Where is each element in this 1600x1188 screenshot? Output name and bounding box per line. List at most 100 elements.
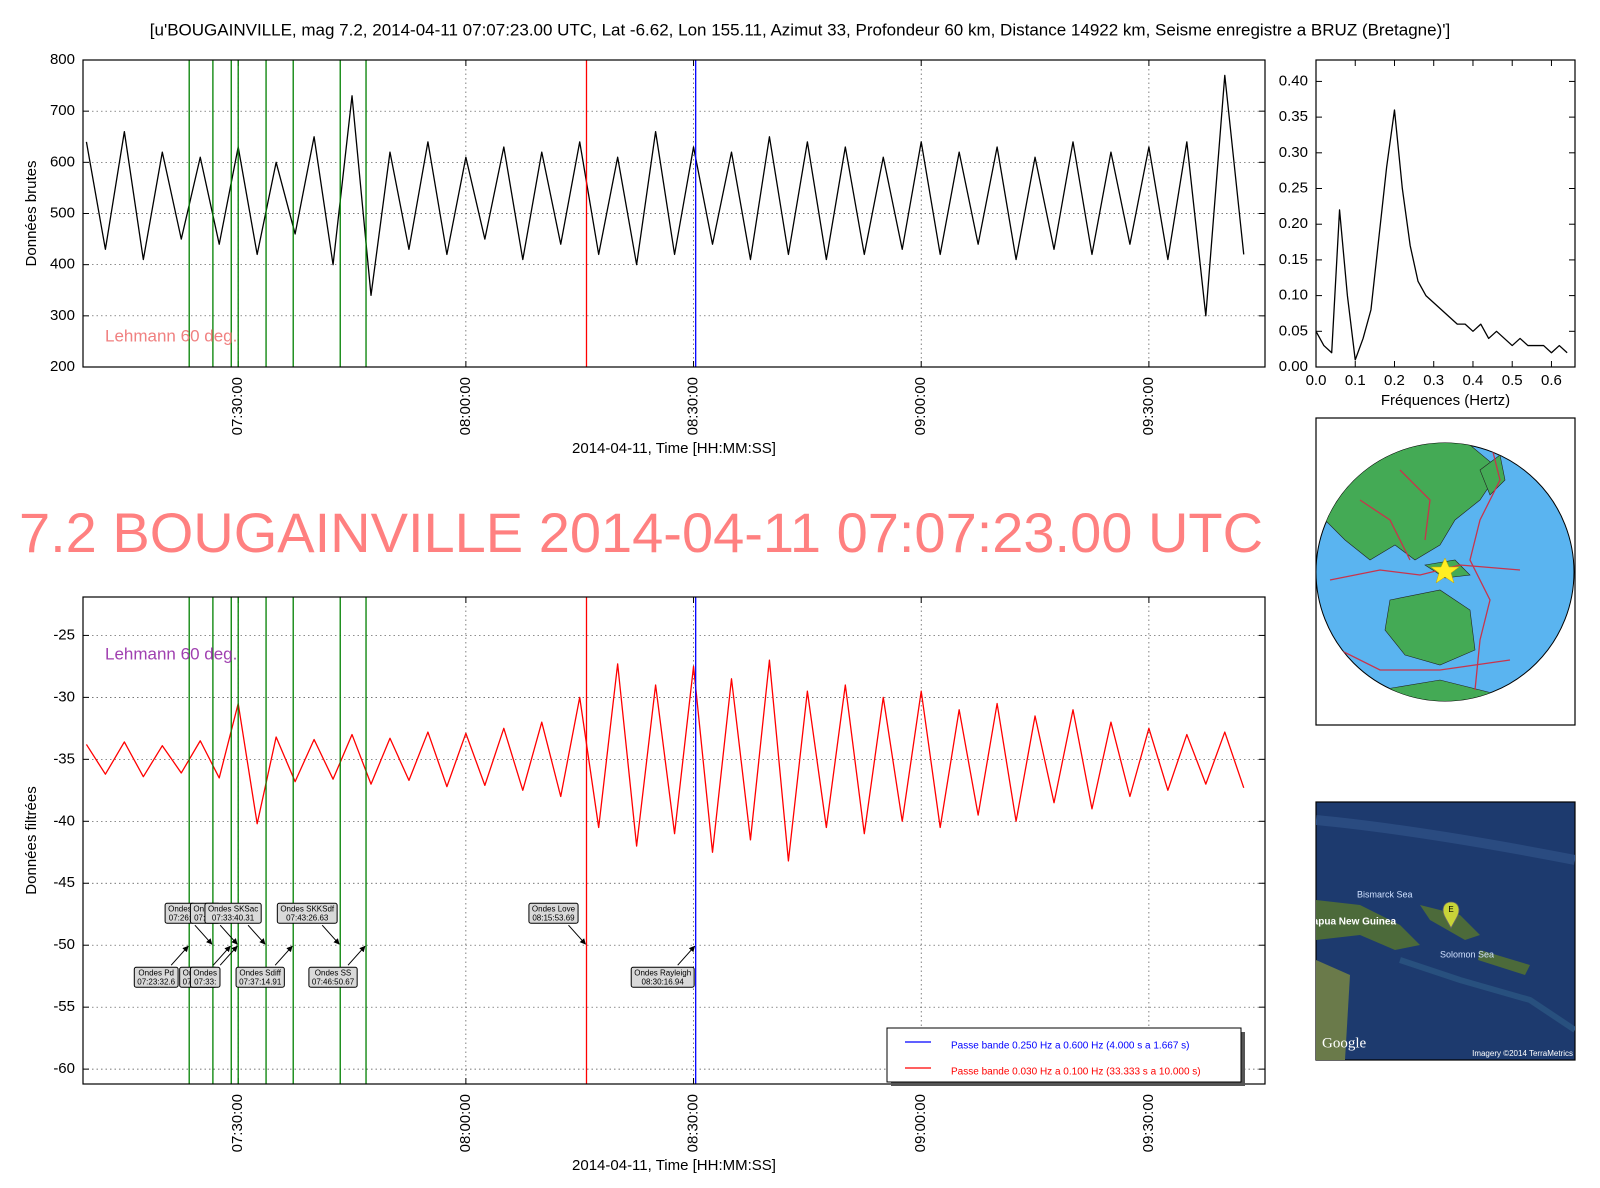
x-tick-label: 0.6 xyxy=(1541,372,1562,389)
annotation-arrow xyxy=(194,924,213,945)
map-brand: Google xyxy=(1322,1035,1367,1051)
series-line xyxy=(1316,109,1568,361)
y-tick-label: 400 xyxy=(50,256,75,273)
annotation-text: 07:26: xyxy=(169,913,191,922)
annotation-arrow xyxy=(347,945,366,966)
series-line xyxy=(85,659,1245,862)
y-tick-label: 700 xyxy=(50,102,75,119)
annotation-text: 08:30:16.94 xyxy=(642,977,685,986)
x-tick-label: 09:00:00 xyxy=(912,377,929,435)
legend-label: Passe bande 0.030 Hz a 0.100 Hz (33.333 … xyxy=(951,1067,1201,1078)
annotation-text: 08:15:53.69 xyxy=(532,913,575,922)
plot-frame xyxy=(82,596,1266,1085)
annotation-text: Ondes Pd xyxy=(138,968,174,977)
x-tick-label: 0.5 xyxy=(1502,372,1523,389)
annotation-arrow xyxy=(274,945,293,966)
annotation-text: 07:46:50.67 xyxy=(312,977,355,986)
y-tick-label: 0.15 xyxy=(1279,251,1308,268)
y-tick-label: -55 xyxy=(53,998,75,1015)
map-label: Solomon Sea xyxy=(1440,949,1494,959)
x-axis-label: 2014-04-11, Time [HH:MM:SS] xyxy=(572,1157,776,1174)
annotation-text: Ondes xyxy=(193,968,217,977)
x-tick-label: 07:30:00 xyxy=(229,1094,246,1152)
annotation-box xyxy=(235,966,285,988)
plot-frame xyxy=(82,59,1266,368)
y-tick-label: -45 xyxy=(53,874,75,891)
annotation-text: Ondes SKSac xyxy=(208,904,258,913)
satellite-map: E Bismarck Sea Papua New Guinea Solomon … xyxy=(1306,801,1576,1061)
x-tick-label: 08:00:00 xyxy=(457,1094,474,1152)
x-tick-label: 08:30:00 xyxy=(685,1094,702,1152)
x-tick-label: 09:00:00 xyxy=(912,1094,929,1152)
y-tick-label: -40 xyxy=(53,812,75,829)
y-tick-label: -60 xyxy=(53,1060,75,1077)
y-tick-label: 500 xyxy=(50,204,75,221)
x-tick-label: 08:00:00 xyxy=(457,377,474,435)
y-tick-label: 0.35 xyxy=(1279,108,1308,125)
x-tick-label: 0.2 xyxy=(1384,372,1405,389)
map-credit: Imagery ©2014 TerraMetrics xyxy=(1472,1049,1573,1058)
y-tick-label: -25 xyxy=(53,626,75,643)
chart-title: [u'BOUGAINVILLE, mag 7.2, 2014-04-11 07:… xyxy=(150,20,1450,39)
y-tick-label: 0.10 xyxy=(1279,287,1308,304)
y-tick-label: 0.40 xyxy=(1279,72,1308,89)
annotation-note: Lehmann 60 deg. xyxy=(105,326,237,345)
annotation-arrow xyxy=(219,945,238,966)
annotation-note: Lehmann 60 deg. xyxy=(105,644,237,663)
annotation-box xyxy=(189,966,221,988)
annotation-text: 07:43:26.63 xyxy=(286,913,329,922)
annotation-text: Ondes Rayleigh xyxy=(634,968,691,977)
y-tick-label: 800 xyxy=(50,51,75,68)
legend-box xyxy=(886,1027,1242,1083)
annotation-box xyxy=(630,966,695,988)
annotation-text: Ondes SKKSdf xyxy=(280,904,335,913)
annotation-box xyxy=(204,902,262,924)
y-tick-label: -50 xyxy=(53,936,75,953)
y-tick-label: 0.25 xyxy=(1279,179,1308,196)
x-tick-label: 0.4 xyxy=(1463,372,1484,389)
annotation-text: 07:33: xyxy=(194,977,216,986)
annotation-box xyxy=(528,902,579,924)
y-tick-label: 0.05 xyxy=(1279,322,1308,339)
y-tick-label: -30 xyxy=(53,688,75,705)
y-tick-label: 0.00 xyxy=(1279,358,1308,375)
annotation-text: Ondes Love xyxy=(532,904,576,913)
globe-map xyxy=(1315,417,1576,726)
annotation-arrow xyxy=(677,945,696,966)
legend-label: Passe bande 0.250 Hz a 0.600 Hz (4.000 s… xyxy=(951,1041,1190,1052)
annotation-box xyxy=(133,966,179,988)
annotation-arrow xyxy=(212,945,231,966)
map-label: Papua New Guinea xyxy=(1306,917,1396,928)
annotation-arrow xyxy=(170,945,189,966)
annotation-text: 07:33:40.31 xyxy=(212,913,255,922)
y-axis-label: Données filtrées xyxy=(23,786,40,894)
y-tick-label: 600 xyxy=(50,153,75,170)
plot-frame xyxy=(1315,59,1576,368)
annotation-arrow xyxy=(321,924,340,945)
annotation-text: Ondes xyxy=(168,904,192,913)
y-tick-label: 0.20 xyxy=(1279,215,1308,232)
y-tick-label: 300 xyxy=(50,307,75,324)
y-tick-label: 200 xyxy=(50,358,75,375)
annotation-box xyxy=(308,966,358,988)
x-tick-label: 09:30:00 xyxy=(1140,377,1157,435)
x-tick-label: 07:30:00 xyxy=(229,377,246,435)
x-axis-label: Fréquences (Hertz) xyxy=(1381,392,1510,409)
x-tick-label: 0.0 xyxy=(1306,372,1327,389)
series-line xyxy=(85,74,1245,317)
annotation-box xyxy=(276,902,338,924)
annotation-arrow xyxy=(219,924,238,945)
x-tick-label: 09:30:00 xyxy=(1140,1094,1157,1152)
annotation-text: 07:37:14.91 xyxy=(239,977,282,986)
y-tick-label: -35 xyxy=(53,750,75,767)
annotation-text: Ondes Sdiff xyxy=(239,968,281,977)
